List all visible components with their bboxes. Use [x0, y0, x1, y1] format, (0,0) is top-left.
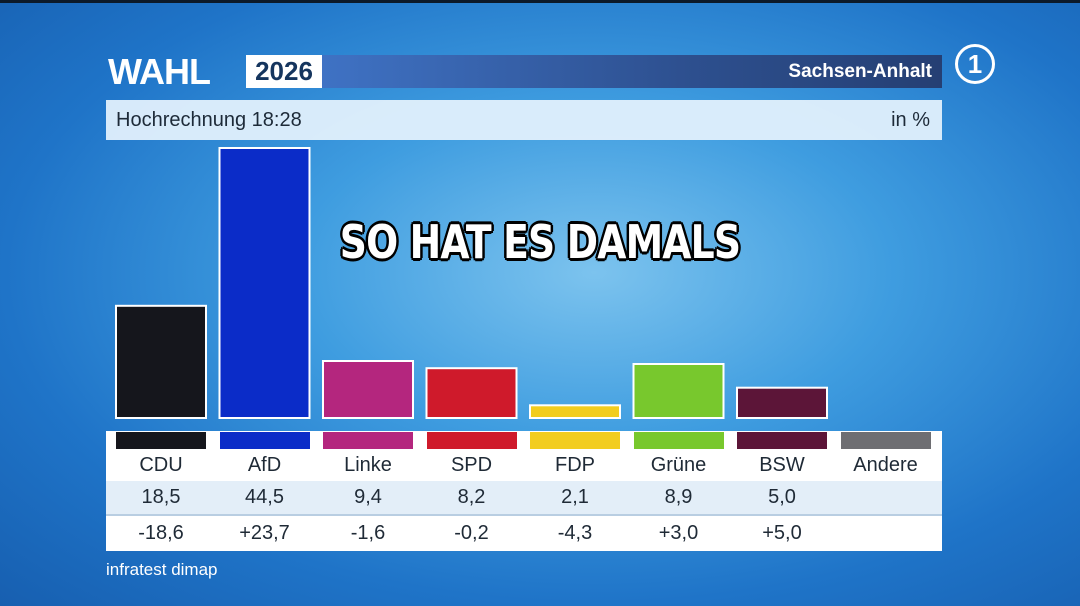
tick-label-andere: Andere: [853, 454, 918, 476]
value-label-linke: 9,4: [354, 486, 382, 508]
election-year: 2026: [246, 55, 322, 88]
party-name-row: CDU AfD Linke SPD FDP Grüne BSW Andere: [106, 431, 942, 481]
swatch-fdp: [530, 432, 620, 449]
percent-row: 18,5 44,5 9,4 8,2 2,1 8,9 5,0: [106, 481, 942, 514]
tick-label-afd: AfD: [247, 454, 282, 476]
swatch-afd: [219, 432, 310, 449]
bar-grüne: [632, 363, 725, 419]
tick-label-bsw: BSW: [759, 454, 805, 476]
swatch-andere: [840, 432, 931, 449]
bar-cdu: [115, 304, 207, 419]
election-header: WAHL 2026 Sachsen-Anhalt: [106, 51, 942, 92]
value-label-fdp: 2,1: [561, 486, 589, 508]
bar-linke: [322, 360, 414, 419]
projection-bar: Hochrechnung 18:28 in %: [106, 100, 942, 140]
tick-label-grüne: Grüne: [650, 454, 707, 476]
data-source: infratest dimap: [106, 560, 218, 579]
swatch-grüne: [633, 432, 724, 449]
value-label-spd: 8,2: [457, 486, 486, 508]
bar-fdp: [529, 404, 621, 419]
region-bar: Sachsen-Anhalt: [322, 55, 942, 88]
change-label-bsw: +5,0: [762, 522, 802, 544]
swatch-linke: [323, 432, 413, 449]
tick-label-linke: Linke: [344, 454, 392, 476]
bar-afd: [218, 147, 311, 419]
results-table: CDU AfD Linke SPD FDP Grüne BSW Andere 18,5 44,5…: [106, 431, 942, 551]
change-row: -18,6 +23,7 -1,6 -0,2 -4,3 +3,0 +5,0: [106, 514, 942, 551]
value-label-grüne: 8,9: [664, 486, 693, 508]
swatch-bsw: [737, 432, 827, 449]
value-label-cdu: 18,5: [141, 486, 181, 508]
tick-label-spd: SPD: [450, 454, 493, 476]
brand-wordmark: WAHL: [108, 51, 211, 92]
tick-label-cdu: CDU: [139, 454, 183, 476]
bar-spd: [425, 367, 518, 420]
swatch-cdu: [116, 432, 206, 449]
change-label-linke: -1,6: [350, 522, 386, 544]
unit-label: in %: [891, 109, 930, 131]
overlay-caption: SO HAT ES DAMALS: [339, 215, 741, 269]
change-label-afd: +23,7: [239, 522, 290, 544]
top-strip: [0, 0, 1080, 3]
value-label-bsw: 5,0: [768, 486, 796, 508]
change-label-fdp: -4,3: [557, 522, 593, 544]
change-label-grüne: +3,0: [658, 522, 699, 544]
swatch-spd: [426, 432, 517, 449]
value-label-afd: 44,5: [245, 486, 284, 508]
broadcaster-logo-icon: 1: [955, 44, 995, 84]
region-name: Sachsen-Anhalt: [788, 61, 932, 82]
change-label-cdu: -18,6: [138, 522, 184, 544]
projection-time: Hochrechnung 18:28: [116, 109, 302, 131]
bar-bsw: [736, 386, 828, 420]
change-label-spd: -0,2: [454, 522, 489, 544]
tick-label-fdp: FDP: [555, 454, 595, 476]
